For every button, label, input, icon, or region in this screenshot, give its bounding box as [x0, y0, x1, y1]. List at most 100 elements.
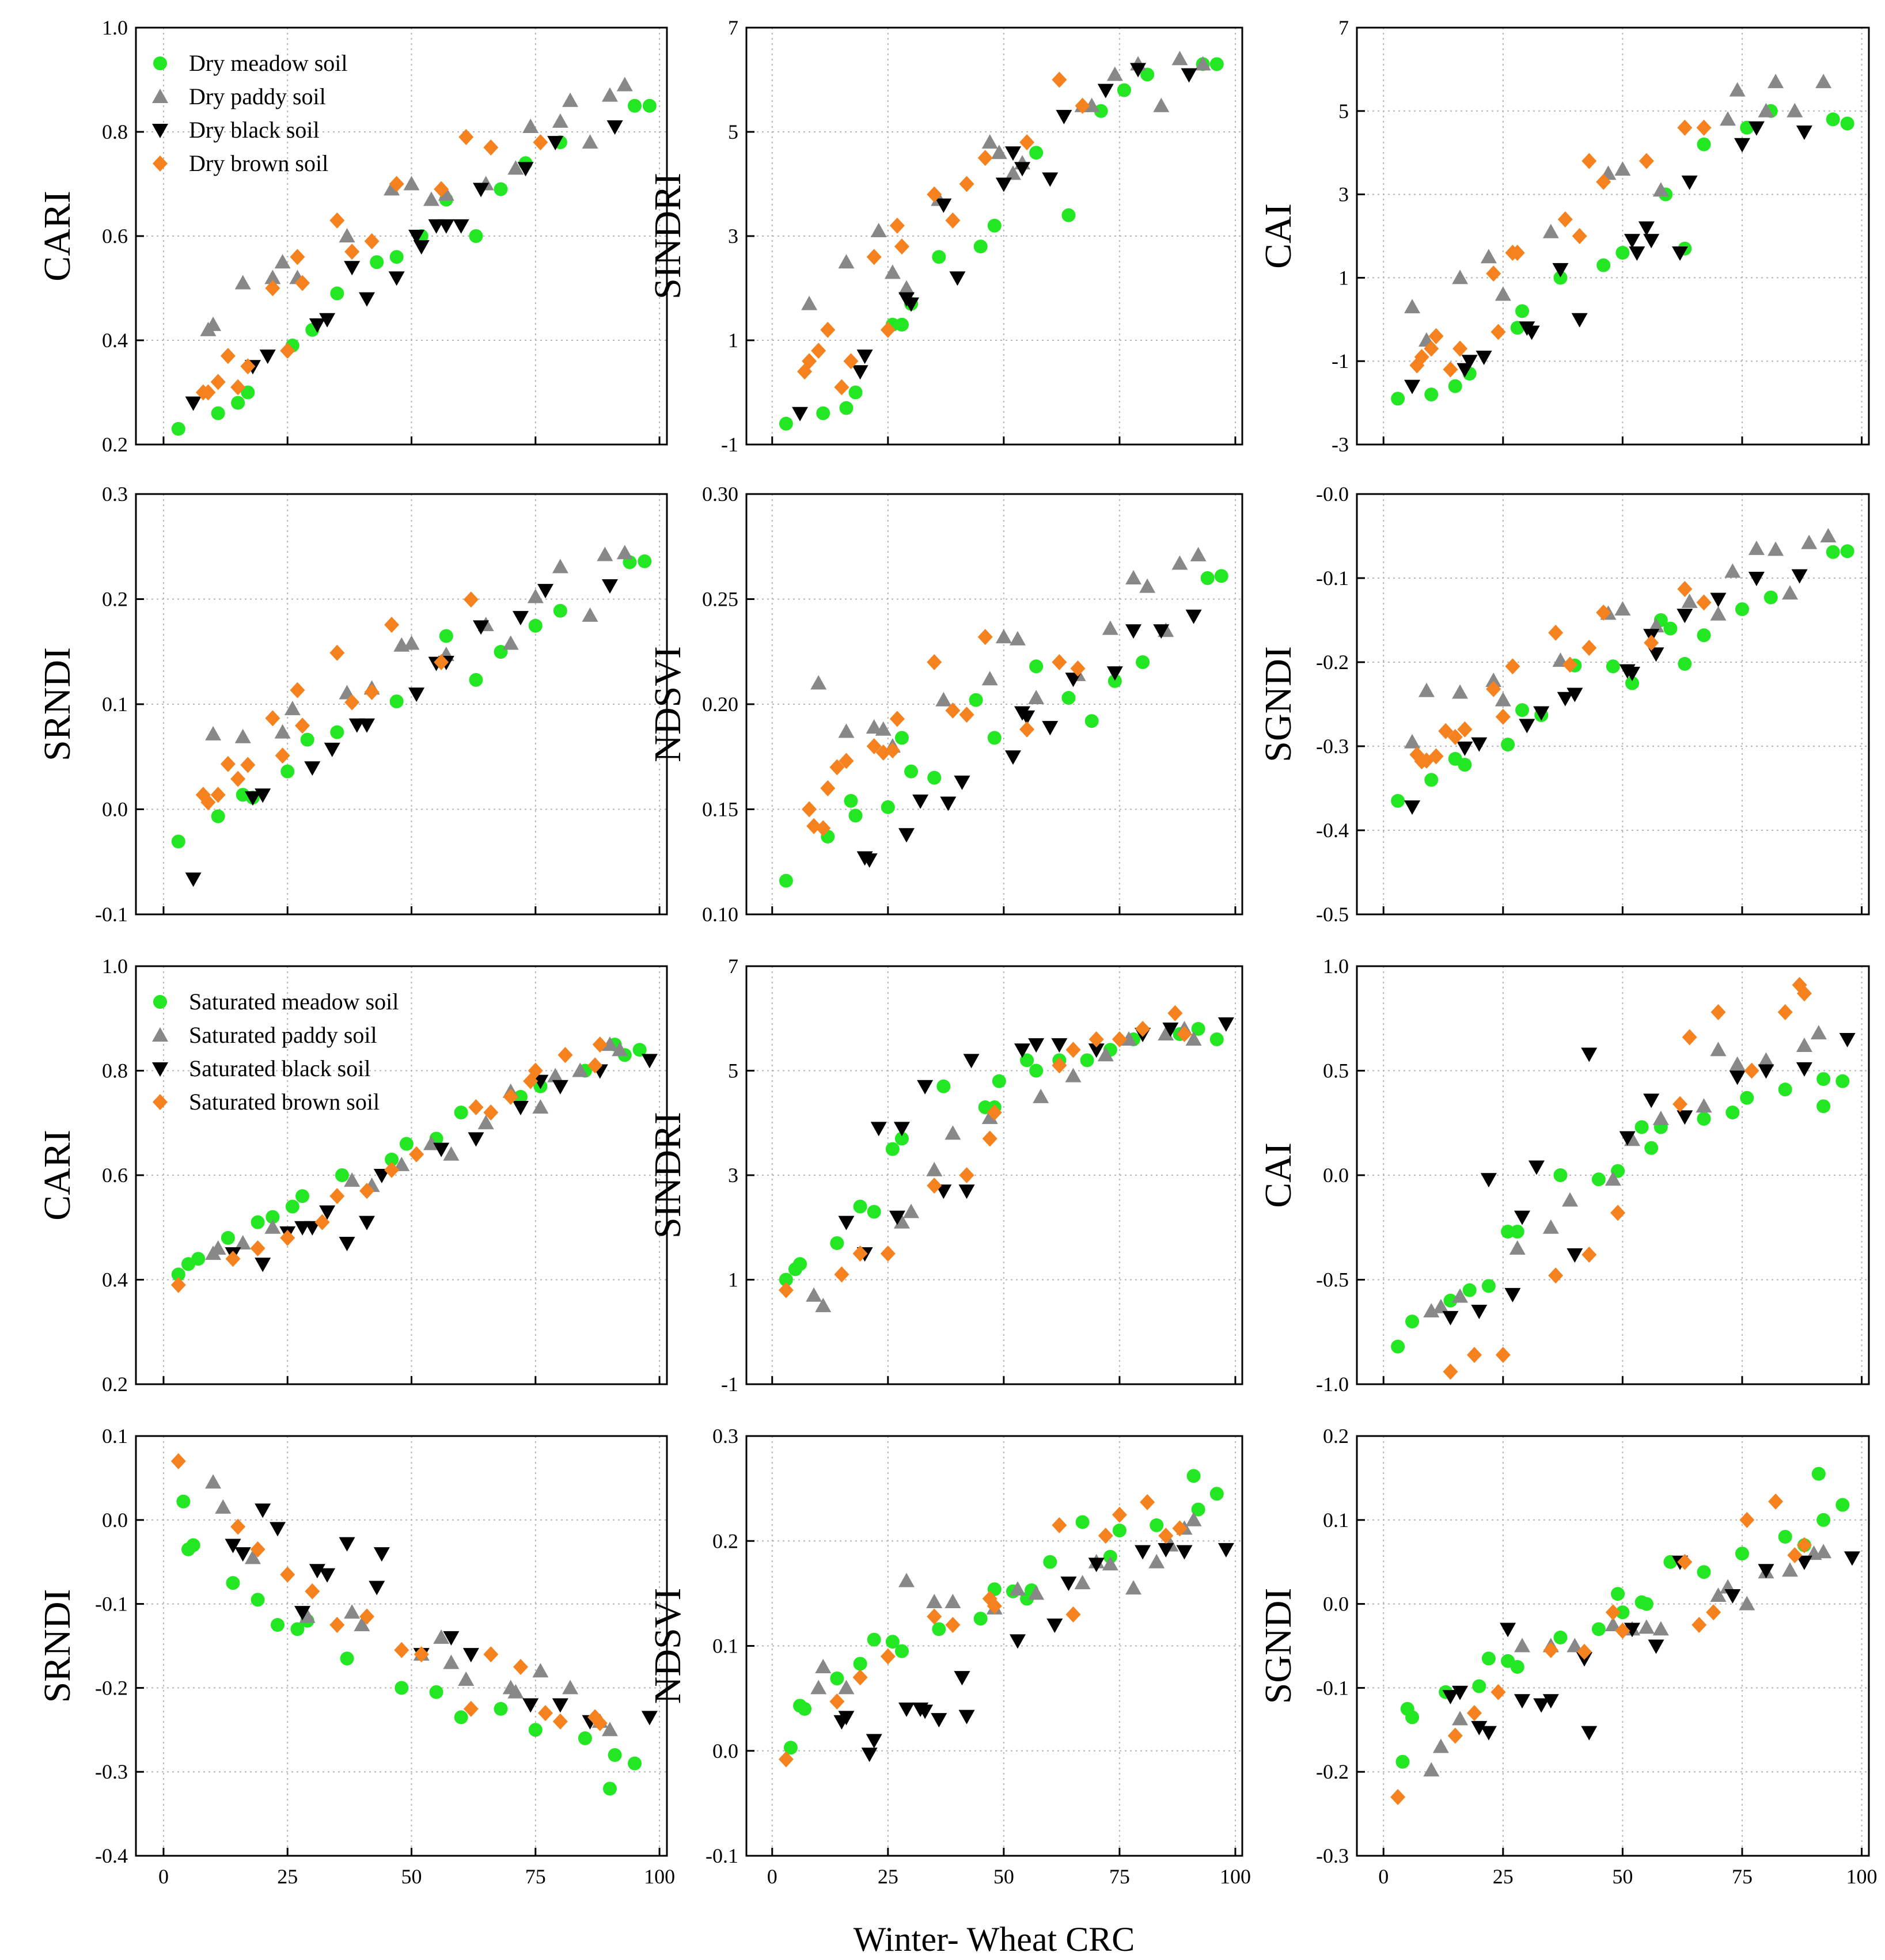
data-point-paddy	[945, 1593, 961, 1608]
data-point-brown	[458, 129, 474, 146]
data-point-brown	[1710, 1004, 1726, 1020]
data-point-paddy	[1509, 1240, 1526, 1255]
data-point-brown	[977, 150, 993, 166]
data-point-meadow	[1094, 104, 1108, 118]
data-point-meadow	[1553, 1630, 1568, 1644]
data-point-meadow	[1515, 304, 1530, 318]
data-point-meadow	[638, 554, 652, 568]
data-point-meadow	[1811, 1467, 1826, 1481]
data-point-meadow	[389, 250, 404, 264]
data-point-meadow	[1391, 392, 1405, 406]
data-point-meadow	[1029, 146, 1044, 160]
data-point-brown	[880, 321, 896, 338]
data-point-black	[344, 261, 361, 276]
data-point-black	[1796, 126, 1812, 140]
data-point-meadow	[798, 1701, 812, 1716]
legend-marker-paddy	[152, 1027, 168, 1042]
panel-12-sgndi: -0.3 -0.2 -0.1 0.0 0.1 0.2 0 25 50 75 100 SGNDI	[1257, 1425, 1878, 1888]
data-point-brown	[1596, 604, 1611, 621]
data-point-black	[1404, 379, 1421, 394]
data-point-black	[1533, 1698, 1550, 1713]
x-tick-label: 75	[525, 1865, 546, 1888]
data-point-black	[1681, 175, 1698, 190]
y-tick-label: 0.4	[102, 1268, 128, 1292]
data-point-brown	[240, 358, 256, 375]
data-point-paddy	[532, 1663, 549, 1678]
data-point-paddy	[552, 559, 568, 573]
data-point-black	[1648, 1639, 1664, 1654]
y-tick-label: 1.0	[102, 16, 128, 39]
data-point-meadow	[1840, 544, 1854, 559]
data-point-paddy	[339, 228, 355, 242]
data-point-paddy	[1432, 1738, 1449, 1753]
data-point-meadow	[1424, 388, 1439, 402]
y-tick-label: -0.1	[1316, 567, 1349, 590]
data-point-meadow	[1209, 1487, 1224, 1501]
data-point-brown	[1065, 1042, 1081, 1058]
data-point-meadow	[1778, 1529, 1792, 1544]
series-brown	[195, 129, 548, 401]
data-point-meadow	[1448, 379, 1462, 393]
data-point-brown	[866, 738, 882, 754]
data-point-brown	[275, 747, 290, 764]
data-point-black	[552, 1080, 568, 1095]
data-point-black	[1130, 63, 1147, 78]
panel-8-sindri: -1 1 3 5 7 SINDRI	[647, 955, 1243, 1396]
data-point-paddy	[572, 1062, 589, 1077]
data-point-brown	[1572, 228, 1587, 244]
data-point-brown	[1177, 1025, 1192, 1042]
data-point-meadow	[1029, 659, 1044, 674]
data-point-meadow	[494, 1701, 508, 1716]
panel-1-cari: 0.2 0.4 0.6 0.8 1.0 CARI Dry meadow soil Dry pa…	[36, 16, 668, 456]
data-point-brown	[885, 742, 900, 759]
data-point-brown	[552, 1713, 568, 1730]
data-point-brown	[225, 1251, 241, 1267]
data-point-meadow	[608, 1748, 622, 1763]
data-point-meadow	[469, 229, 483, 243]
data-point-meadow	[894, 1644, 909, 1658]
y-tick-label: -0.1	[95, 1593, 128, 1616]
data-point-brown	[802, 801, 817, 818]
x-tick-label: 75	[1109, 1865, 1130, 1888]
data-point-meadow	[1763, 590, 1778, 605]
data-point-paddy	[1652, 1110, 1669, 1125]
data-point-meadow	[1472, 1679, 1486, 1693]
data-point-meadow	[1840, 116, 1854, 131]
data-point-black	[898, 1702, 915, 1717]
data-point-black	[917, 1080, 934, 1095]
x-axis-title: Winter- Wheat CRC	[854, 1920, 1135, 1958]
data-point-black	[1514, 1210, 1531, 1225]
data-point-brown	[1548, 624, 1564, 641]
data-point-paddy	[1782, 585, 1799, 600]
data-point-black	[606, 120, 623, 135]
data-point-paddy	[1120, 1031, 1137, 1046]
data-point-paddy	[1480, 249, 1497, 264]
data-point-paddy	[1720, 111, 1736, 126]
data-point-paddy	[1185, 1031, 1202, 1046]
y-tick-label: 7	[728, 16, 738, 39]
data-point-black	[1643, 234, 1660, 249]
data-point-meadow	[783, 1741, 798, 1755]
data-point-paddy	[443, 1654, 460, 1669]
y-tick-label: -0.1	[706, 1844, 738, 1867]
data-point-paddy	[616, 545, 633, 560]
data-point-paddy	[562, 1680, 579, 1695]
data-point-black	[1135, 1545, 1151, 1560]
legend-dry: Dry meadow soil Dry paddy soil Dry black s…	[152, 50, 348, 176]
data-point-black	[838, 1711, 855, 1726]
data-point-black	[861, 1748, 878, 1763]
data-point-paddy	[1739, 1596, 1755, 1610]
data-point-brown	[1490, 1684, 1506, 1700]
legend-marker-black	[152, 1062, 168, 1077]
data-point-brown	[927, 1177, 942, 1194]
data-point-meadow	[231, 396, 245, 410]
y-tick-label: 3	[728, 1164, 738, 1187]
data-point-brown	[295, 275, 310, 291]
data-point-brown	[1019, 721, 1035, 738]
data-point-paddy	[893, 1214, 910, 1229]
data-point-brown	[483, 1104, 499, 1121]
data-point-meadow	[1510, 1659, 1524, 1674]
data-point-black	[1557, 692, 1573, 706]
y-tick-label: -0.3	[95, 1760, 128, 1783]
